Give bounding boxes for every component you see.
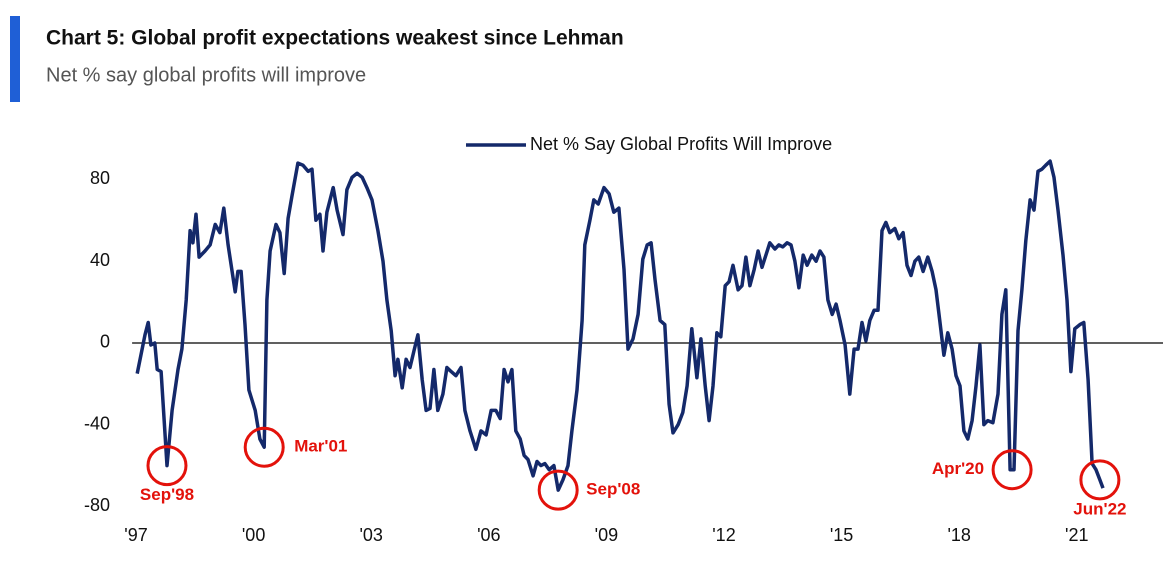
y-tick-label: 80 <box>90 168 110 188</box>
legend-label: Net % Say Global Profits Will Improve <box>530 134 832 154</box>
x-tick-label: '21 <box>1065 525 1088 545</box>
annotation-label: Mar'01 <box>294 437 347 456</box>
annotation-circle <box>243 426 285 468</box>
x-tick-label: '15 <box>830 525 853 545</box>
annotation-label: Apr'20 <box>932 459 984 478</box>
annotation-label: Jun'22 <box>1073 499 1126 518</box>
annotation-circle <box>991 449 1033 491</box>
chart-title: Chart 5: Global profit expectations weak… <box>46 27 624 50</box>
y-tick-label: 40 <box>90 250 110 270</box>
y-tick-label: -80 <box>84 495 110 515</box>
data-line <box>135 159 1105 492</box>
x-tick-label: '18 <box>947 525 970 545</box>
y-tick-label: -40 <box>84 413 110 433</box>
annotation-label: Sep'08 <box>586 480 640 499</box>
x-tick-label: '97 <box>124 525 147 545</box>
x-tick-label: '12 <box>712 525 735 545</box>
x-tick-label: '00 <box>242 525 265 545</box>
chart-subtitle: Net % say global profits will improve <box>46 64 366 86</box>
x-tick-label: '03 <box>359 525 382 545</box>
annotation-circle <box>146 445 188 487</box>
annotation-label: Sep'98 <box>140 485 194 504</box>
x-tick-label: '09 <box>595 525 618 545</box>
annotation-circle <box>1079 459 1121 501</box>
title-accent <box>10 16 20 102</box>
x-tick-label: '06 <box>477 525 500 545</box>
annotation-circle <box>537 469 579 511</box>
y-tick-label: 0 <box>100 332 110 352</box>
